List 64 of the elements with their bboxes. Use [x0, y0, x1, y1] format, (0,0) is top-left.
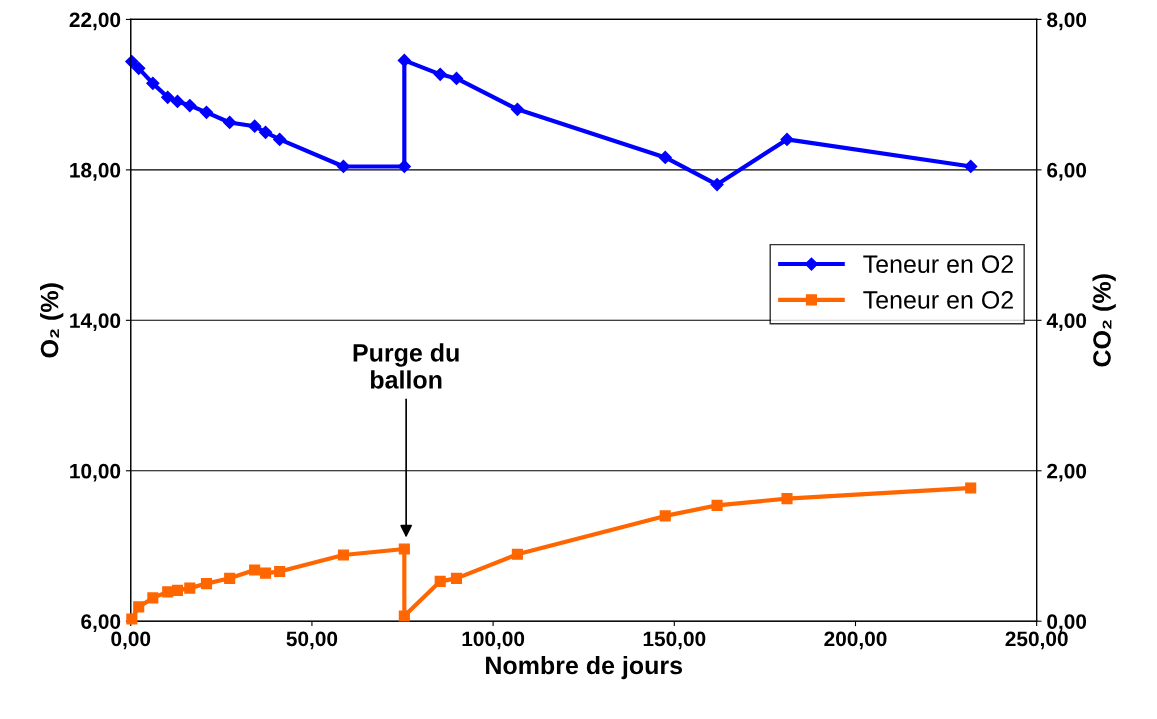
- y-tick-label: 6,00: [81, 614, 121, 632]
- x-axis-title: Nombre de jours: [486, 655, 683, 680]
- point: [184, 582, 196, 594]
- point: [161, 90, 175, 104]
- point: [397, 159, 411, 174]
- point: [133, 601, 145, 613]
- legend-label: Teneur en O2: [863, 255, 1013, 274]
- point: [199, 105, 214, 119]
- point: [450, 572, 463, 584]
- point: [259, 567, 272, 579]
- point: [162, 586, 174, 598]
- y2-tick-label: 4,00: [1046, 313, 1087, 332]
- y-axis-title: O₂ (%): [40, 283, 64, 358]
- point: [449, 71, 464, 86]
- point: [434, 575, 446, 587]
- point: [223, 115, 237, 130]
- point: [511, 548, 523, 560]
- point: [510, 102, 524, 116]
- point: [711, 499, 723, 511]
- point: [659, 510, 671, 522]
- legend-label: Teneur en O2: [863, 291, 1013, 309]
- point: [274, 566, 286, 578]
- point: [125, 54, 139, 69]
- point: [781, 493, 793, 505]
- point: [710, 177, 724, 192]
- point: [964, 159, 978, 174]
- x-tick-label: 50,00: [286, 631, 338, 650]
- x-tick-label: 250,00: [1005, 631, 1068, 650]
- point: [224, 572, 236, 584]
- point: [126, 613, 138, 625]
- y2-tick-label: 6,00: [1047, 162, 1087, 181]
- point: [273, 132, 287, 146]
- point: [183, 98, 197, 113]
- point: [658, 150, 672, 165]
- y-tick-label: 22,00: [69, 12, 121, 31]
- point: [780, 132, 794, 146]
- y2-tick-label: 2,00: [1047, 463, 1087, 482]
- point: [200, 578, 213, 590]
- x-tick-label: 200,00: [824, 631, 887, 650]
- annotation: Purge du ballon: [353, 343, 459, 389]
- point: [248, 119, 262, 133]
- x-tick-label: 100,00: [462, 631, 525, 650]
- point: [965, 482, 977, 494]
- point: [398, 543, 410, 555]
- y-tick-label: 14,00: [70, 313, 121, 332]
- point: [171, 584, 184, 596]
- y2-tick-label: 0,00: [1047, 614, 1087, 632]
- point: [146, 76, 160, 90]
- point: [249, 564, 261, 576]
- y2-tick-label: 8,00: [1047, 12, 1087, 31]
- point: [132, 61, 146, 75]
- x-tick-label: 150,00: [643, 631, 706, 650]
- point: [397, 53, 411, 67]
- y-tick-label: 10,00: [70, 463, 121, 482]
- point: [433, 67, 447, 81]
- point: [170, 94, 185, 108]
- y2-axis-title: CO₂ (%): [1092, 274, 1116, 367]
- x-tick-label: 0,00: [111, 631, 151, 650]
- y-tick-label: 18,00: [70, 162, 121, 181]
- point: [398, 610, 410, 622]
- point: [337, 549, 350, 561]
- point: [336, 159, 351, 174]
- point: [147, 592, 159, 604]
- point: [258, 125, 273, 139]
